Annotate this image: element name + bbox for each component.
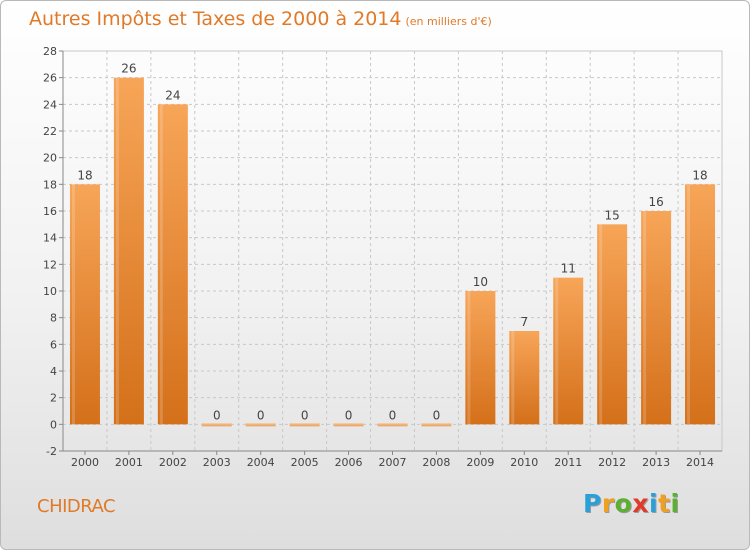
y-tick-label: 14 <box>43 232 57 245</box>
bar <box>685 184 716 425</box>
bar <box>113 77 144 425</box>
x-tick-label: 2001 <box>115 456 143 469</box>
bar-highlight <box>511 331 515 425</box>
data-label: 15 <box>605 208 620 222</box>
x-tick-label: 2014 <box>686 456 714 469</box>
data-label: 0 <box>389 408 397 422</box>
y-tick-label: 10 <box>43 285 57 298</box>
x-tick-label: 2010 <box>510 456 538 469</box>
x-tick-label: 2006 <box>335 456 363 469</box>
bar-highlight <box>467 291 471 425</box>
bar-highlight <box>71 184 75 425</box>
commune-name: CHIDRAC <box>37 496 116 517</box>
bar <box>465 291 496 425</box>
y-tick-label: 22 <box>43 125 57 138</box>
data-label: 11 <box>561 262 576 276</box>
bar <box>641 211 672 425</box>
proxiti-logo: Proxiti <box>583 489 680 518</box>
y-tick-label: 26 <box>43 72 57 85</box>
chart-title-text: Autres Impôts et Taxes de 2000 à 2014 <box>29 8 402 30</box>
y-tick-label: 24 <box>43 98 57 111</box>
y-tick-label: 16 <box>43 205 57 218</box>
data-label: 0 <box>213 408 221 422</box>
data-label: 24 <box>165 88 180 102</box>
data-label: 7 <box>520 315 528 329</box>
y-tick-label: 4 <box>50 365 57 378</box>
data-label: 18 <box>692 168 707 182</box>
logo-letter: t <box>658 489 671 518</box>
bar-highlight <box>115 77 119 425</box>
bar <box>69 184 100 425</box>
data-label: 18 <box>77 168 92 182</box>
y-tick-label: 28 <box>43 45 57 58</box>
bar-highlight <box>687 184 691 425</box>
bar <box>201 423 232 427</box>
x-tick-label: 2004 <box>247 456 275 469</box>
bar <box>157 104 188 425</box>
data-label: 26 <box>121 62 136 76</box>
bar <box>333 423 364 427</box>
x-tick-label: 2013 <box>642 456 670 469</box>
y-tick-label: 2 <box>50 392 57 405</box>
bar-highlight <box>599 224 603 425</box>
data-label: 0 <box>301 408 309 422</box>
label-layer: -202468101214161820222426281820002620012… <box>43 45 714 469</box>
x-tick-label: 2011 <box>554 456 582 469</box>
chart-subtitle: (en milliers d'€) <box>405 15 492 28</box>
data-label: 10 <box>473 275 488 289</box>
x-tick-label: 2005 <box>291 456 319 469</box>
logo-letter: x <box>632 489 649 518</box>
data-label: 16 <box>648 195 663 209</box>
logo-letter: o <box>614 489 633 518</box>
x-tick-label: 2012 <box>598 456 626 469</box>
bar-highlight <box>555 277 559 425</box>
bar <box>377 423 408 427</box>
bar <box>509 331 540 425</box>
bar <box>421 423 452 427</box>
bar-highlight <box>643 211 647 425</box>
y-tick-label: 20 <box>43 152 57 165</box>
logo-letter: P <box>583 489 602 518</box>
logo-letter: i <box>670 489 680 518</box>
bar <box>597 224 628 425</box>
data-label: 0 <box>257 408 265 422</box>
x-tick-label: 2003 <box>203 456 231 469</box>
bar-highlight <box>159 104 163 425</box>
x-tick-label: 2007 <box>379 456 407 469</box>
y-tick-label: 6 <box>50 338 57 351</box>
data-label: 0 <box>433 408 441 422</box>
y-tick-label: 8 <box>50 312 57 325</box>
y-tick-label: 12 <box>43 258 57 271</box>
logo-letter: i <box>649 489 659 518</box>
data-label: 0 <box>345 408 353 422</box>
bar-layer <box>69 77 716 427</box>
y-tick-label: 18 <box>43 178 57 191</box>
chart-title: Autres Impôts et Taxes de 2000 à 2014 (en… <box>29 8 492 30</box>
logo-letter: r <box>601 489 615 518</box>
x-tick-label: 2008 <box>422 456 450 469</box>
x-tick-label: 2009 <box>466 456 494 469</box>
x-tick-label: 2002 <box>159 456 187 469</box>
bar <box>245 423 276 427</box>
y-tick-label: 0 <box>50 418 57 431</box>
y-tick-label: -2 <box>46 445 57 458</box>
x-tick-label: 2000 <box>71 456 99 469</box>
bar <box>553 277 584 425</box>
bar <box>289 423 320 427</box>
